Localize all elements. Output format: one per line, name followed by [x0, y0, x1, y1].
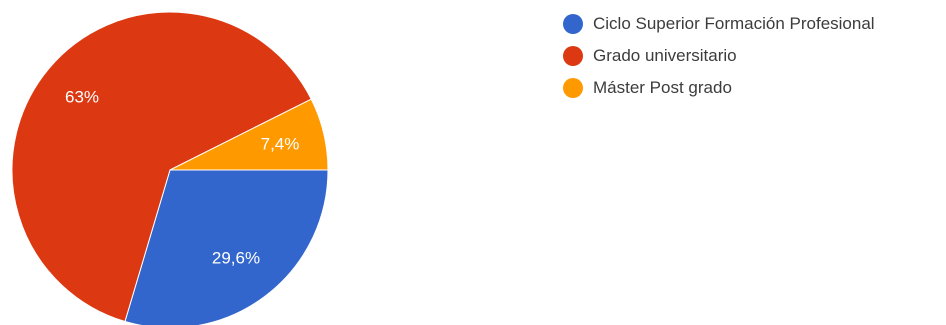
legend-swatch-master-post-grado	[563, 78, 583, 98]
pie-slice-grado-universitario[interactable]	[11, 11, 312, 323]
legend-swatch-grado-universitario	[563, 46, 583, 66]
legend-label-grado-universitario: Grado universitario	[593, 46, 737, 65]
pie-slice-master-post-grado[interactable]	[169, 98, 329, 171]
legend-item-ciclo-superior[interactable]: Ciclo Superior Formación Profesional	[563, 10, 875, 38]
legend-label-ciclo-superior: Ciclo Superior Formación Profesional	[593, 14, 875, 33]
legend-label-master-post-grado: Máster Post grado	[593, 78, 732, 97]
legend-item-grado-universitario[interactable]: Grado universitario	[563, 42, 875, 70]
pie-label-grado-universitario: 63%	[65, 87, 99, 106]
legend-swatch-ciclo-superior	[563, 14, 583, 34]
pie-label-master-post-grado: 7,4%	[261, 134, 300, 153]
pie-label-ciclo-superior: 29,6%	[212, 248, 260, 267]
pie-slice-ciclo-superior[interactable]	[124, 169, 329, 325]
legend: Ciclo Superior Formación Profesional Gra…	[563, 10, 875, 106]
legend-item-master-post-grado[interactable]: Máster Post grado	[563, 74, 875, 102]
